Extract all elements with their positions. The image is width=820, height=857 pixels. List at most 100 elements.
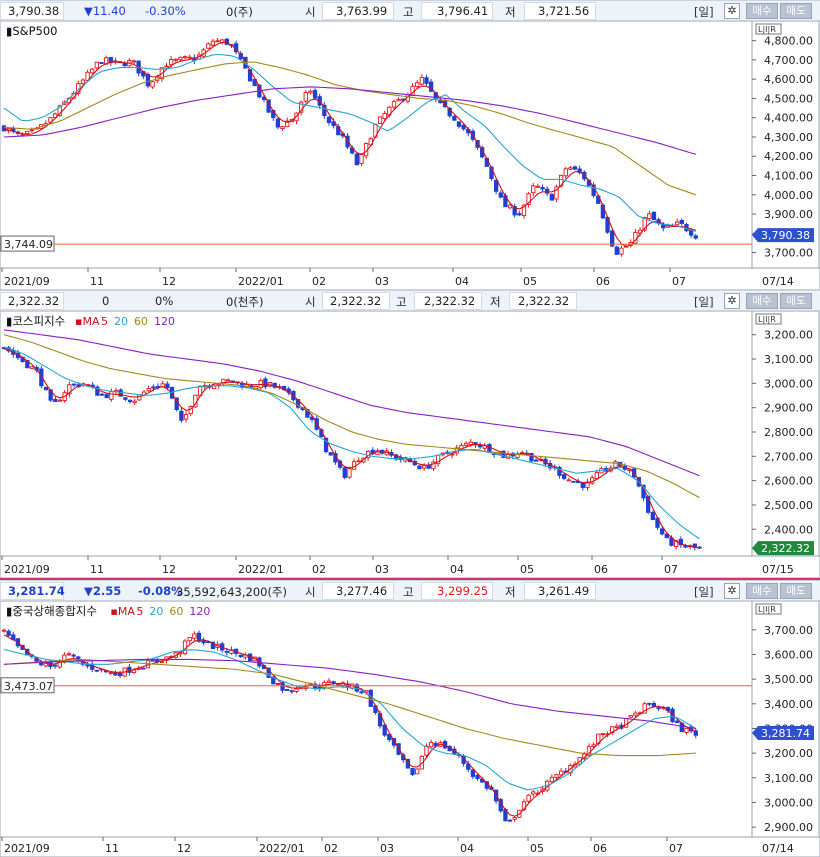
change-value: 0	[102, 294, 110, 308]
x-tick-label: 12	[162, 563, 176, 576]
buy-button[interactable]: 매수	[746, 3, 778, 19]
settings-gear-icon[interactable]: ✲	[724, 293, 740, 309]
settings-gear-icon[interactable]: ✲	[724, 3, 740, 19]
x-tick-label: 04	[450, 563, 464, 576]
period-selector[interactable]: [일]	[694, 295, 714, 309]
candle-body	[326, 680, 332, 683]
last-price-label: 2,322.32	[761, 542, 810, 555]
low-cell	[509, 292, 577, 310]
buy-button[interactable]: 매수	[746, 583, 778, 599]
period-selector[interactable]: [일]	[694, 585, 714, 599]
lir-label: L|I|R	[758, 315, 776, 324]
candle-body	[280, 682, 285, 691]
candle-body	[229, 649, 234, 654]
candle-body	[123, 397, 128, 400]
volume-value: 35,592,643,200(주)	[176, 585, 288, 599]
candle-body	[512, 817, 517, 820]
x-tick-label: 07	[669, 842, 683, 855]
candle-body	[145, 73, 151, 87]
candle-body	[173, 58, 178, 61]
ma-legend-120: 120	[154, 315, 175, 328]
kospi-chart: ▮코스피지수 ▪MA 5 20 60 120 L|I|R 2,400.00 2,500.00 2,…	[0, 311, 820, 578]
open-value: 2,322.32	[330, 294, 382, 308]
price-cell	[0, 582, 64, 600]
settings-gear-icon[interactable]: ✲	[724, 583, 740, 599]
sell-button[interactable]: 매도	[780, 583, 812, 599]
candle-body	[187, 637, 192, 642]
candle-body	[131, 669, 137, 674]
ma60-line	[3, 334, 700, 499]
x-tick-label: 2021/09	[4, 842, 50, 855]
x-tick-label: 11	[90, 563, 104, 576]
candle-body	[122, 62, 127, 67]
last-price-tag	[752, 228, 814, 243]
panel2-header: 2,322.32 0 0% 0(천주) 시 2,322.32 고 2,322.3…	[0, 290, 820, 311]
x-tick-label: 12	[177, 842, 191, 855]
sp500-chart: ▮S&P500L|I|R3,700.003,800.003,900.004,00…	[0, 21, 820, 290]
candle-body	[289, 690, 294, 693]
period-selector[interactable]: [일]	[694, 5, 714, 19]
sell-button[interactable]: 매도	[780, 293, 812, 309]
candle-body	[258, 379, 263, 389]
candle-body	[285, 689, 290, 691]
current-price: 3,281.74	[8, 584, 65, 598]
candle-body	[117, 673, 123, 677]
candle-body	[99, 62, 104, 64]
candle-body	[224, 650, 229, 653]
candle-body	[370, 449, 375, 455]
y-tick-label: 3,900.00	[764, 208, 813, 221]
candle-body	[322, 104, 327, 117]
low-label: 저	[505, 5, 516, 19]
chart-legend: ▮S&P500	[6, 24, 57, 38]
candle-body	[554, 774, 559, 778]
y-tick-label: 4,100.00	[764, 170, 813, 183]
change-value: ▼2.55	[84, 584, 122, 598]
sell-button[interactable]: 매도	[780, 3, 812, 19]
candle-body	[249, 385, 254, 388]
candle-body	[210, 641, 216, 650]
candle-body	[71, 654, 76, 657]
chart-legend: ▮코스피지수	[6, 314, 65, 328]
y-tick-label: 3,000.00	[764, 796, 813, 809]
candle-body	[463, 442, 469, 446]
y-tick-label: 2,900.00	[764, 402, 813, 415]
y-tick-label: 4,800.00	[764, 35, 813, 48]
x-tick-label: 06	[596, 275, 610, 288]
candle-body	[493, 179, 499, 192]
buy-button[interactable]: 매수	[746, 293, 778, 309]
candle-body	[470, 769, 476, 777]
lir-toggle	[755, 23, 782, 35]
y-tick-label: 2,400.00	[764, 523, 813, 536]
candle-body	[201, 639, 206, 644]
lir-label: L|I|R	[758, 605, 776, 614]
candle-body	[39, 368, 44, 387]
candle-body	[661, 224, 666, 229]
x-axis-area	[0, 836, 820, 857]
volume-value: 0(천주)	[226, 295, 264, 309]
candle-body	[43, 386, 49, 391]
candle-body	[628, 715, 633, 718]
y-axis-area	[751, 601, 820, 838]
x-tick-label: 02	[312, 563, 326, 576]
candle-body	[25, 130, 30, 135]
candle-body	[382, 113, 387, 120]
lir-label: L|I|R	[758, 25, 776, 34]
x-tick-label: 06	[594, 563, 608, 576]
candle-body	[614, 725, 619, 728]
hline-label: 3,473.07	[4, 680, 53, 693]
candle-body	[647, 702, 652, 705]
open-value: 3,763.99	[336, 4, 388, 18]
x-tick-label: 12	[162, 275, 176, 288]
candle-body	[447, 107, 452, 117]
high-label: 고	[396, 295, 407, 309]
ma-legend-MA: ▪MA	[75, 315, 100, 328]
y-tick-label: 3,000.00	[764, 377, 813, 390]
y-axis-area	[751, 21, 820, 269]
candle-body	[468, 441, 473, 445]
candle-body	[52, 113, 58, 119]
candle-body	[356, 460, 361, 463]
candle-body	[461, 124, 466, 130]
candle-body	[660, 528, 665, 535]
candle-body	[421, 464, 427, 469]
candle-body	[99, 393, 105, 396]
